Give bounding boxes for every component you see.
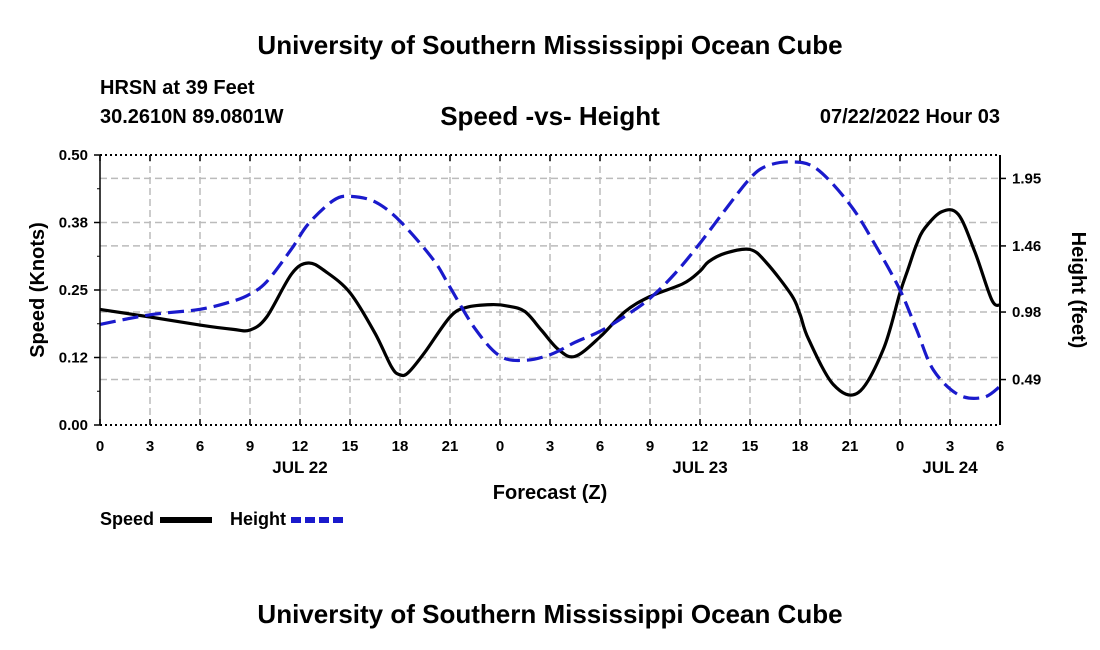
x-tick-label: 12 — [292, 438, 309, 455]
y2-tick-label: 0.49 — [1012, 372, 1041, 389]
x-tick-label: 9 — [246, 438, 254, 455]
legend-height-label: Height — [230, 509, 286, 529]
x-tick-label: 0 — [496, 438, 504, 455]
y2-tick-label: 1.46 — [1012, 238, 1041, 255]
x-date-label: JUL 24 — [922, 458, 978, 477]
y-tick-label: 0.25 — [59, 282, 88, 299]
x-tick-label: 18 — [792, 438, 809, 455]
footer-title: University of Southern Mississippi Ocean… — [257, 599, 843, 629]
x-tick-label: 21 — [442, 438, 459, 455]
x-tick-label: 0 — [896, 438, 904, 455]
y2-tick-label: 1.95 — [1012, 170, 1041, 187]
y-tick-label: 0.12 — [59, 350, 88, 367]
y-tick-label: 0.50 — [59, 147, 88, 164]
height-series-line — [99, 160, 1001, 400]
plot-title: Speed -vs- Height — [440, 101, 660, 131]
y-tick-label: 0.00 — [59, 417, 88, 434]
x-tick-label: 18 — [392, 438, 409, 455]
chart-title: University of Southern Mississippi Ocean… — [257, 30, 843, 60]
legend-speed-label: Speed — [100, 509, 154, 529]
x-tick-label: 3 — [146, 438, 154, 455]
x-date-label: JUL 23 — [672, 458, 727, 477]
y-axis-title: Speed (Knots) — [27, 222, 49, 358]
x-tick-label: 12 — [692, 438, 709, 455]
x-axis-title: Forecast (Z) — [492, 482, 608, 504]
y2-tick-label: 0.98 — [1012, 304, 1041, 321]
location-label: 30.2610N 89.0801W — [100, 106, 284, 128]
x-tick-label: 15 — [342, 438, 359, 455]
series-layer — [99, 160, 1001, 400]
station-label: HRSN at 39 Feet — [100, 77, 255, 99]
y2-axis-title: Height (feet) — [1067, 232, 1089, 349]
y-tick-label: 0.38 — [59, 215, 88, 232]
grid — [100, 155, 1000, 425]
x-tick-label: 9 — [646, 438, 654, 455]
date-label: 07/22/2022 Hour 03 — [819, 106, 1000, 128]
x-tick-label: 6 — [196, 438, 204, 455]
ticks — [94, 154, 1006, 426]
x-tick-label: 0 — [96, 438, 104, 455]
x-date-label: JUL 22 — [272, 458, 327, 477]
x-tick-label: 21 — [842, 438, 859, 455]
x-tick-label: 3 — [546, 438, 554, 455]
x-tick-label: 15 — [742, 438, 759, 455]
x-tick-label: 6 — [996, 438, 1004, 455]
x-tick-label: 6 — [596, 438, 604, 455]
speed-series-line — [99, 208, 1001, 397]
tick-labels: 0 3 6 9 12 15 18 21 0 3 6 9 12 15 18 21 0 3 6 JUL 22 JUL 23 J… — [27, 147, 1089, 477]
x-tick-label: 3 — [946, 438, 954, 455]
legend: Speed Height — [100, 509, 343, 529]
